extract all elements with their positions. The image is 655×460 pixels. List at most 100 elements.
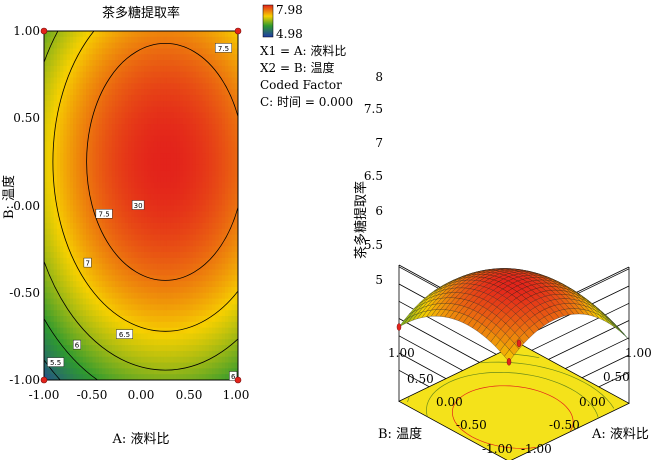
heatmap-cell [128,246,132,253]
heatmap-cell [105,350,110,358]
heatmap-cell [121,246,126,253]
heatmap-cell [128,106,132,114]
contour-value-label: 6.5 [116,329,134,339]
heatmap-cell [50,240,55,247]
heatmap-cell [79,158,84,166]
heatmap-cell [141,54,145,61]
heatmap-cell [63,118,68,125]
heatmap-cell [176,362,181,369]
heatmap-cell [208,42,213,50]
heatmap-cell [134,316,139,323]
heatmap-cell [131,339,136,346]
heatmap-cell [221,112,226,119]
heatmap-cell [47,339,52,346]
heatmap-cell [144,94,149,102]
heatmap-cell [202,83,207,90]
heatmap-cell [173,153,178,160]
heatmap-cell [225,205,229,212]
heatmap-cell [141,164,145,172]
heatmap-cell [166,205,171,212]
heatmap-cell [192,205,197,212]
heatmap-cell [189,193,194,201]
y-tick-label: -0.50 [9,286,40,300]
heatmap-cell [137,147,142,154]
heatmap-cell [131,257,136,265]
heatmap-cell [79,356,84,364]
heatmap-cell [199,374,204,380]
heatmap-cell [47,164,52,172]
heatmap-cell [108,339,113,346]
heatmap-cell [192,374,197,380]
heatmap-cell [166,153,171,160]
heatmap-cell [234,36,238,44]
heatmap-cell [73,54,77,61]
heatmap-cell [205,65,210,73]
heatmap-cell [179,54,184,61]
heatmap-cell [137,286,142,294]
heatmap-cell [98,42,103,50]
heatmap-cell [89,124,94,131]
heatmap-cell [218,106,223,114]
heatmap-cell [176,83,181,90]
heatmap-cell [195,339,200,346]
heatmap-cell [173,42,178,50]
heatmap-cell [157,368,161,375]
heatmap-cell [160,83,165,90]
heatmap-cell [147,234,152,241]
heatmap-cell [60,368,64,375]
heatmap-cell [150,182,155,189]
heatmap-cell [95,65,100,73]
heatmap-cell [205,234,210,241]
heatmap-cell [60,211,64,218]
heatmap-cell [69,199,74,207]
heatmap-cell [128,252,132,259]
heatmap-cell [205,217,210,224]
heatmap-cell [150,153,155,160]
heatmap-cell [79,362,84,369]
heatmap-cell [153,211,158,218]
heatmap-cell [163,234,168,241]
heatmap-cell [150,345,155,352]
heatmap-cell [176,292,181,300]
heatmap-cell [92,281,97,288]
heatmap-cell [137,374,142,380]
heatmap-cell [205,135,210,143]
heatmap-cell [98,316,103,323]
heatmap-cell [205,257,210,265]
heatmap-cell [115,170,119,178]
heatmap-cell [111,153,116,160]
heatmap-cell [53,71,58,79]
heatmap-cell [150,199,155,207]
heatmap-cell [225,350,229,358]
heatmap-cell [105,36,110,44]
heatmap-cell [160,106,165,114]
heatmap-cell [118,257,123,265]
heatmap-cell [98,205,103,212]
heatmap-cell [208,199,213,207]
heatmap-cell [141,368,145,375]
heatmap-cell [108,269,113,276]
heatmap-cell [205,36,210,44]
heatmap-cell [205,368,210,375]
heatmap-cell [47,31,52,38]
heatmap-cell [82,310,87,317]
heatmap-cell [195,153,200,160]
heatmap-cell [137,298,142,305]
heatmap-cell [144,42,149,50]
heatmap-cell [108,65,113,73]
heatmap-cell [150,164,155,172]
heatmap-cell [76,356,81,364]
heatmap-cell [131,310,136,317]
heatmap-cell [131,222,136,230]
heatmap-cell [73,170,77,178]
heatmap-cell [137,158,142,166]
heatmap-cell [160,193,165,201]
heatmap-cell [192,31,197,38]
heatmap-cell [102,141,107,148]
heatmap-cell [147,71,152,79]
heatmap-cell [137,275,142,282]
heatmap-cell [124,222,129,230]
heatmap-cell [234,234,238,241]
heatmap-cell [47,89,52,96]
heatmap-cell [186,48,191,55]
